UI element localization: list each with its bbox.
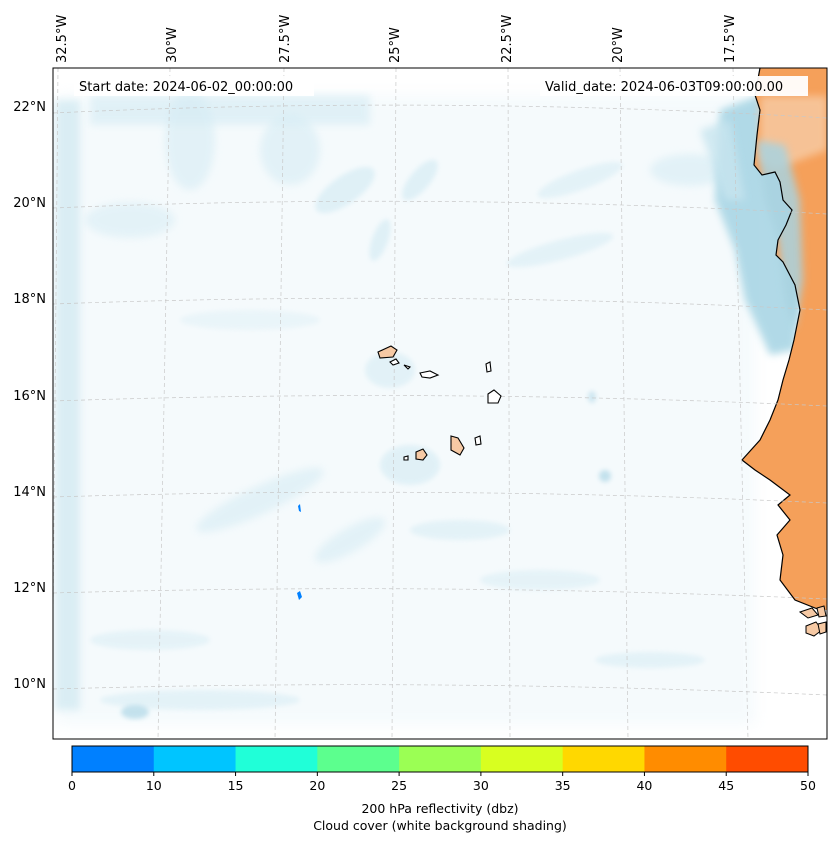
island-brava [403, 455, 409, 461]
colorbar-tick-label: 0 [68, 778, 76, 793]
lat-label: 20°N [13, 196, 46, 211]
start-date-text: Start date: 2024-06-02_00:00:00 [79, 80, 293, 95]
island-santa-luzia [403, 364, 412, 370]
map-panel [52, 67, 828, 740]
longitude-labels: 32.5°W 30°W 27.5°W 25°W 22.5°W 20°W 17.5… [55, 15, 738, 63]
lon-label: 30°W [165, 27, 180, 63]
reflectivity-cell [297, 591, 302, 600]
colorbar-tick-label: 35 [555, 778, 571, 793]
colorbar-tick-label: 30 [473, 778, 489, 793]
island-santo-antao [377, 345, 398, 359]
lon-label: 25°W [388, 27, 403, 63]
lat-label: 22°N [13, 100, 46, 115]
lon-label: 22.5°W [500, 15, 515, 63]
lat-label: 18°N [13, 292, 46, 307]
graticule [53, 68, 827, 739]
colorbar-segment [235, 746, 318, 772]
island-maio [474, 435, 482, 446]
colorbar-tick-label: 50 [800, 778, 816, 793]
lat-label: 16°N [13, 389, 46, 404]
island-sal [485, 361, 492, 373]
colorbar-tick-label: 45 [718, 778, 734, 793]
colorbar-tick-label: 25 [391, 778, 407, 793]
colorbar-title: 200 hPa reflectivity (dbz) [361, 801, 518, 816]
island-boa-vista [487, 389, 502, 404]
colorbar-segment [562, 746, 645, 772]
colorbar-segment [153, 746, 237, 772]
colorbar-segment [72, 746, 155, 772]
lat-label: 14°N [13, 485, 46, 500]
colorbar-frame [71, 745, 809, 773]
colorbar-tick-label: 15 [228, 778, 244, 793]
cape-verde-islands [377, 345, 502, 461]
island-fogo [415, 448, 428, 461]
colorbar-subtitle: Cloud cover (white background shading) [313, 818, 567, 833]
colorbar-tick-label: 10 [146, 778, 162, 793]
lon-label: 20°W [611, 27, 626, 63]
reflectivity-cell [298, 504, 301, 512]
valid-date-box: Valid_date: 2024-06-03T09:00:00.00 [540, 76, 808, 96]
colorbar-segment [726, 746, 809, 772]
colorbar-segment [317, 746, 400, 772]
colorbar-segment [480, 746, 564, 772]
latitude-labels: 22°N 20°N 18°N 16°N 14°N 12°N 10°N [13, 100, 46, 692]
island-sao-nicolau [419, 370, 440, 379]
lon-label: 27.5°W [278, 15, 293, 63]
lon-label: 32.5°W [55, 15, 70, 63]
start-date-box: Start date: 2024-06-02_00:00:00 [74, 76, 314, 96]
cloud-cover-layer [55, 90, 827, 725]
reflectivity-layer [297, 504, 302, 600]
valid-date-text: Valid_date: 2024-06-03T09:00:00.00 [545, 80, 783, 95]
lat-label: 12°N [13, 581, 46, 596]
lat-label: 10°N [13, 677, 46, 692]
lon-label: 17.5°W [723, 15, 738, 63]
colorbar: 0 10 15 20 25 30 35 40 45 50 200 hPa reflectivity… [68, 745, 816, 833]
colorbar-segments [72, 746, 809, 772]
colorbar-tick-label: 20 [309, 778, 325, 793]
island-santiago [450, 435, 465, 456]
colorbar-ticks: 0 10 15 20 25 30 35 40 45 50 [68, 772, 816, 793]
colorbar-segment [399, 746, 482, 772]
land-west-africa [741, 68, 827, 637]
map-frame [52, 67, 828, 740]
island-sao-vicente [389, 358, 400, 366]
colorbar-tick-label: 40 [636, 778, 652, 793]
colorbar-segment [644, 746, 727, 772]
